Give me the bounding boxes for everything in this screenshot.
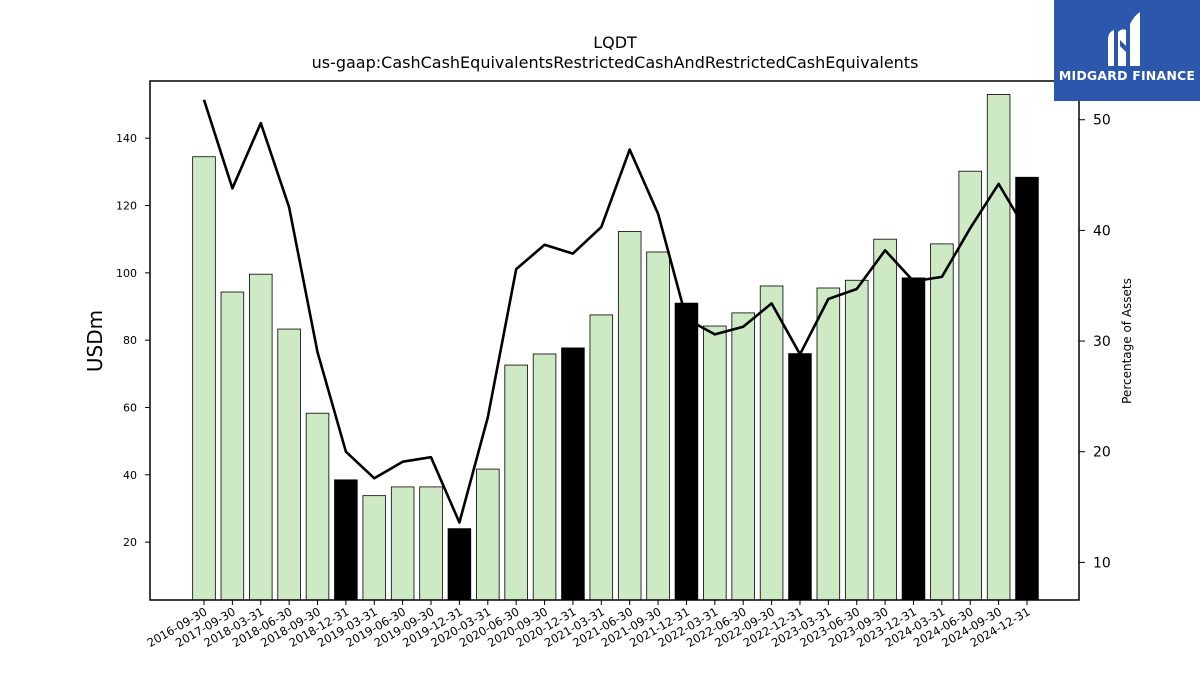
bar-2023-03-31 [816, 287, 841, 601]
y2-axis-label: Percentage of Assets [1120, 278, 1134, 404]
bar-2016-09-30 [192, 156, 216, 601]
bar-2019-12-31 [447, 528, 472, 601]
bar-2024-03-31 [930, 243, 954, 601]
bar-group [192, 94, 1039, 601]
logo-text: MIDGARD FINANCE [1058, 68, 1196, 83]
bar-2022-03-31 [703, 325, 727, 601]
y2-tick-label: 10 [1093, 555, 1111, 571]
bar-2019-09-30 [419, 486, 443, 601]
y-tick-label: 40 [123, 469, 137, 482]
bar-2023-09-30 [873, 238, 897, 601]
bar-2019-03-31 [362, 495, 387, 601]
y-tick-label: 20 [123, 536, 137, 549]
percentage-line [202, 99, 1029, 524]
bar-2024-12-31 [1015, 176, 1039, 601]
x-axis-ticks: 2016-09-302017-09-302018-03-312018-06-30… [145, 600, 1033, 650]
right-axis-ticks: 10 20 30 40 50 [1079, 113, 1111, 571]
y2-tick-label: 30 [1093, 334, 1111, 350]
bar-2018-09-30 [305, 412, 330, 601]
bar-2021-03-31 [589, 314, 614, 601]
y2-tick-label: 50 [1093, 113, 1111, 129]
y-tick-label: 120 [116, 200, 137, 213]
y-tick-label: 140 [116, 132, 137, 145]
y2-tick-label: 20 [1093, 445, 1111, 461]
midgard-finance-logo: MIDGARD FINANCE [1054, 0, 1200, 101]
chart-subtitle: us-gaap:CashCashEquivalentsRestrictedCas… [312, 53, 919, 72]
bar-2024-09-30 [986, 94, 1011, 601]
bar-2023-06-30 [844, 279, 869, 601]
bar-2020-03-31 [476, 468, 500, 601]
y-tick-label: 60 [123, 401, 137, 414]
bar-2017-09-30 [220, 291, 245, 601]
midgard-logo-mark-icon [1108, 12, 1140, 66]
chart-title: LQDT [593, 33, 637, 52]
bar-2022-09-30 [759, 285, 784, 601]
bar-2020-09-30 [532, 353, 557, 601]
bar-2021-06-30 [617, 231, 642, 601]
y-tick-label: 80 [123, 334, 137, 347]
bar-2022-06-30 [731, 312, 755, 601]
bar-2018-06-30 [277, 328, 301, 601]
line-group [202, 99, 1029, 524]
bar-2024-06-30 [958, 170, 982, 601]
bar-2021-12-31 [674, 302, 699, 601]
bar-2019-06-30 [390, 486, 415, 601]
bar-2021-09-30 [646, 251, 670, 601]
bar-2018-03-31 [249, 273, 273, 601]
bar-2022-12-31 [788, 353, 812, 601]
left-axis-ticks: 20 40 60 80 100 120 140 [116, 132, 150, 549]
y-axis-label: USDm [83, 310, 107, 372]
y-tick-label: 100 [116, 267, 137, 280]
bar-2018-12-31 [334, 479, 358, 601]
bar-2020-12-31 [561, 347, 585, 601]
bar-2020-06-30 [504, 364, 528, 601]
bar-2023-12-31 [901, 277, 926, 601]
y2-tick-label: 40 [1093, 223, 1111, 239]
